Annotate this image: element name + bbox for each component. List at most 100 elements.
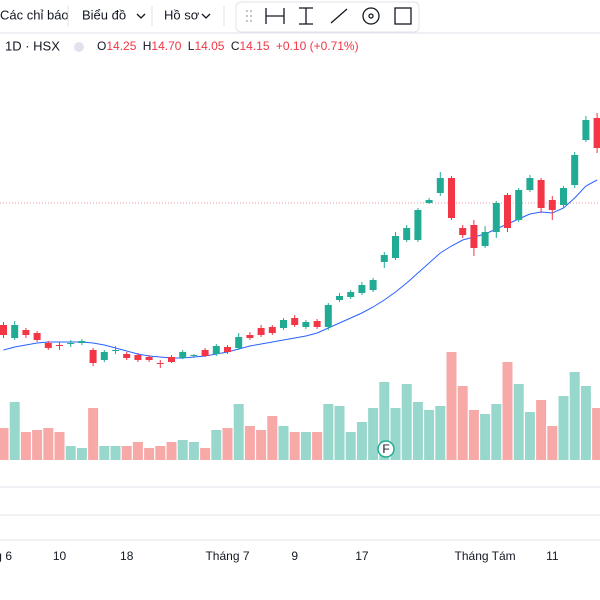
candle-body [593,118,600,148]
candle-body [22,330,30,335]
toolbar-box [235,1,420,33]
candle-body [302,322,310,327]
circle-tool[interactable] [362,7,380,25]
candle-body [56,345,63,346]
volume-bar [155,446,166,460]
volume-bar [558,396,569,460]
volume-bar [592,408,600,460]
change: +0.10 (+0.71%) [276,39,359,53]
volume-bar [211,430,222,460]
candle-body [212,346,220,354]
volume-bar [356,422,367,460]
candle-body [168,357,175,362]
candle-body [33,333,41,340]
candle-body [190,355,198,356]
rectangle-tool[interactable] [394,7,412,25]
candle-body [515,190,523,220]
candle-body [481,232,489,246]
trend-line-tool[interactable] [330,8,348,24]
volume-bar [368,408,379,460]
volume-bar [54,432,65,460]
volume-bar [513,384,524,460]
x-tick-label: Tháng Tám [455,549,516,563]
volume-bar [334,406,345,460]
candle-body [201,350,209,356]
candle-body [369,280,377,290]
chart-button[interactable]: Biểu đồ [82,7,126,22]
candle-body [100,352,108,360]
candle-body [392,236,399,258]
volume-bar [43,428,54,460]
candle-body [526,178,534,190]
volume-bar [502,362,513,460]
event-marker-label: F [382,442,389,456]
candle-body [11,325,19,338]
x-tick-label: 17 [355,549,369,563]
o-value: 14.25 [106,39,136,53]
candle-body [380,255,388,262]
candle-body [280,320,287,328]
candle-body [44,343,52,348]
volume-bar [278,426,289,460]
l-value: 14.05 [194,39,224,53]
candle-body [257,328,265,335]
volume-bar [412,402,423,460]
indicators-button[interactable]: Các chỉ báo [0,7,69,22]
volume-bar [536,400,547,460]
x-tick-label: 18 [120,549,134,563]
volume-bar [65,446,76,460]
volume-bar [20,432,31,460]
volume-bar [390,408,401,460]
volume-bar [267,416,278,460]
h-label: H [143,39,152,53]
candle-body [560,188,567,205]
date-range-tool[interactable] [265,8,285,24]
candle-body [436,178,444,193]
h-value: 14.70 [151,39,181,53]
candle-body [235,337,243,348]
event-marker[interactable] [377,440,395,458]
candle-body [548,200,556,210]
c-value: 14.15 [240,39,270,53]
volume-bar [121,446,132,460]
volume-bar [569,372,580,460]
volume-bar [32,430,43,460]
volume-bar [323,404,334,460]
candle-body [470,225,478,248]
circle-tool-center [368,13,374,19]
candle-body [179,352,187,358]
volume-bar [76,448,87,460]
candle-body [448,178,455,218]
candle-body [145,357,153,360]
candle-body [123,354,131,358]
x-tick-label: 9 [291,549,298,563]
volume-bar [491,404,502,460]
candle-body [78,341,86,343]
candle-body [347,292,355,297]
candle-body [425,200,433,203]
l-label: L [188,39,195,53]
volume-bar [524,412,535,460]
legend-icon[interactable] [74,42,84,52]
price-range-tool[interactable] [299,7,313,25]
volume-bar [110,446,121,460]
candle-body [112,350,119,351]
symbol-interval: 1D · HSX [5,38,60,53]
x-tick-label: Tháng 7 [205,549,249,563]
candle-body [291,318,299,325]
drawing-toolbar [235,1,420,33]
profile-button[interactable]: Hồ sơ [164,7,200,22]
volume-bar [446,352,457,460]
volume-bar [457,386,468,460]
volume-bar [99,446,110,460]
candle-body [492,203,500,232]
volume-bar [424,410,435,460]
candle-body [313,321,321,327]
c-label: C [231,39,240,53]
chevron [136,13,146,19]
volume-bar [9,402,20,460]
volume-bar [233,404,244,460]
volume-bar [289,432,300,460]
